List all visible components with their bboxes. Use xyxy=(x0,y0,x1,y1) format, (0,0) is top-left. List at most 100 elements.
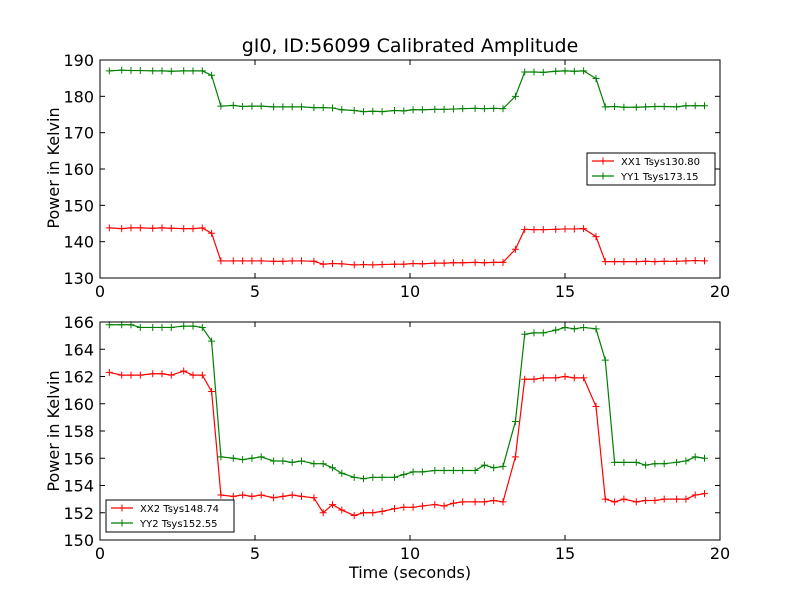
data-point xyxy=(338,106,346,114)
data-point xyxy=(279,103,287,111)
data-point xyxy=(409,106,417,114)
data-point xyxy=(552,374,560,382)
data-point xyxy=(127,371,135,379)
data-point xyxy=(310,494,318,502)
data-point xyxy=(673,257,681,265)
data-point xyxy=(673,458,681,466)
data-point xyxy=(539,68,547,76)
data-point xyxy=(270,457,278,465)
data-point xyxy=(511,245,519,253)
data-point xyxy=(158,224,166,232)
data-point xyxy=(217,491,225,499)
data-point xyxy=(149,323,157,331)
data-point xyxy=(642,257,650,265)
data-point xyxy=(369,261,377,269)
data-point xyxy=(319,460,327,468)
data-point xyxy=(329,501,336,509)
data-point xyxy=(592,233,600,241)
data-point xyxy=(601,356,609,364)
data-point xyxy=(471,104,479,112)
top-y-axis-label: Power in Kelvin xyxy=(44,107,63,228)
legend-marker xyxy=(118,519,126,527)
data-point xyxy=(561,67,569,75)
data-point xyxy=(229,492,237,500)
data-point xyxy=(620,103,628,111)
legend-marker xyxy=(599,172,607,180)
data-point xyxy=(580,67,588,75)
y-tick-label: 180 xyxy=(63,87,94,106)
data-point xyxy=(651,496,659,504)
data-point xyxy=(431,259,439,267)
data-point xyxy=(279,492,287,500)
data-point xyxy=(539,374,547,382)
data-point xyxy=(360,108,367,116)
data-point xyxy=(691,102,699,110)
data-point xyxy=(310,257,318,265)
y-tick-label: 162 xyxy=(63,368,94,387)
data-point xyxy=(279,457,287,465)
bottom-y-axis-label: Power in Kelvin xyxy=(44,370,63,491)
data-point xyxy=(449,467,457,475)
data-point xyxy=(601,258,609,266)
data-point xyxy=(217,453,225,461)
data-point xyxy=(570,374,578,382)
data-point xyxy=(257,257,265,265)
data-point xyxy=(651,103,659,111)
data-point xyxy=(480,105,488,113)
data-point xyxy=(298,103,305,111)
data-point xyxy=(298,492,305,500)
data-point xyxy=(530,68,538,76)
data-point xyxy=(167,224,175,232)
data-point xyxy=(338,506,346,514)
data-point xyxy=(580,225,588,233)
x-tick-label: 5 xyxy=(250,282,260,301)
data-point xyxy=(369,509,377,517)
data-point xyxy=(270,257,278,265)
data-point xyxy=(158,323,166,331)
legend-label: YY1 Tsys173.15 xyxy=(620,172,699,183)
data-point xyxy=(105,368,113,376)
y-tick-label: 170 xyxy=(63,124,94,143)
data-point xyxy=(189,67,197,75)
data-point xyxy=(620,495,628,503)
data-point xyxy=(369,473,377,481)
data-point xyxy=(105,67,113,75)
data-point xyxy=(378,473,386,481)
data-point xyxy=(198,371,206,379)
data-point xyxy=(378,507,386,515)
data-point xyxy=(552,225,560,233)
data-point xyxy=(270,103,278,111)
y-tick-label: 140 xyxy=(63,233,94,252)
data-point xyxy=(127,67,135,75)
data-point xyxy=(499,462,507,470)
data-point xyxy=(391,473,398,481)
legend-marker xyxy=(599,157,607,165)
data-point xyxy=(682,102,690,110)
data-point xyxy=(632,103,640,111)
data-point xyxy=(180,225,188,233)
data-point xyxy=(530,329,538,337)
data-point xyxy=(660,460,668,468)
data-point xyxy=(580,374,588,382)
data-point xyxy=(319,104,327,112)
data-point xyxy=(350,511,358,519)
x-tick-label: 20 xyxy=(710,544,730,563)
data-point xyxy=(570,225,578,233)
data-point xyxy=(208,387,216,395)
data-point xyxy=(511,453,519,461)
data-point xyxy=(257,102,265,110)
data-point xyxy=(701,257,708,265)
data-point xyxy=(552,67,560,75)
data-point xyxy=(319,260,327,268)
data-point xyxy=(149,370,157,378)
data-point xyxy=(391,107,398,115)
data-point xyxy=(642,496,650,504)
data-point xyxy=(400,471,408,479)
data-point xyxy=(118,225,126,233)
data-point xyxy=(511,92,519,100)
data-point xyxy=(350,107,358,115)
data-point xyxy=(167,67,175,75)
top-plot: 0 5 10 15 20 130 140 150 160 170 180 190 XX1 Tsys130… xyxy=(63,51,730,301)
data-point xyxy=(180,67,188,75)
